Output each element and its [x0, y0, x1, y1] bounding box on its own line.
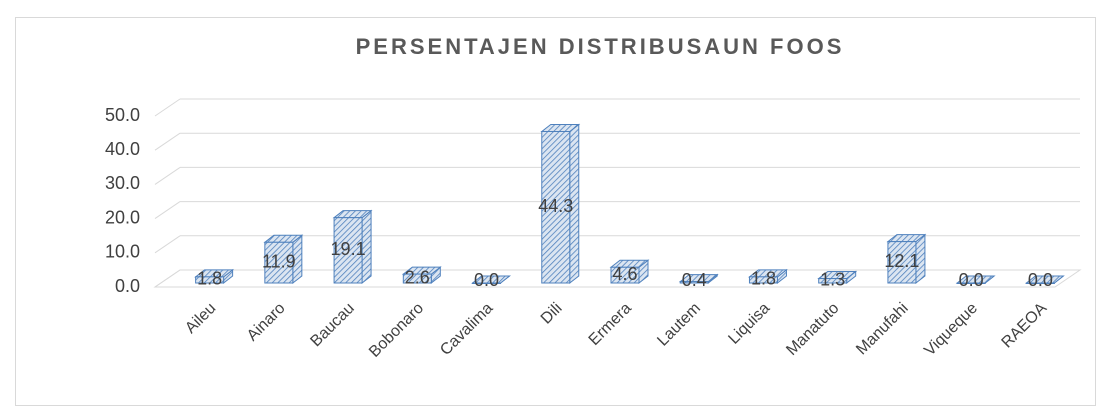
value-label: 1.3	[820, 270, 845, 290]
y-tick-label: 20.0	[105, 207, 140, 227]
value-label: 4.6	[612, 264, 637, 284]
bar	[887, 241, 917, 284]
y-tick-label: 30.0	[105, 173, 140, 193]
y-tick-label: 50.0	[105, 105, 140, 125]
value-label: 0.0	[474, 270, 499, 290]
value-label: 1.8	[751, 269, 776, 289]
grid-line-side	[154, 201, 181, 220]
value-label: 2.6	[405, 267, 430, 287]
bar	[333, 217, 363, 284]
bar	[264, 241, 294, 284]
bar	[748, 276, 778, 284]
value-label: 44.3	[538, 196, 573, 216]
value-label: 0.0	[959, 270, 984, 290]
grid-line-side	[154, 166, 181, 185]
value-label: 1.8	[197, 269, 222, 289]
grid-line-side	[154, 235, 181, 254]
bar	[472, 282, 502, 284]
y-tick-label: 10.0	[105, 242, 140, 262]
bar	[195, 276, 225, 284]
bar	[610, 266, 640, 284]
bar	[818, 278, 848, 284]
grid-line-side	[154, 98, 181, 117]
grid-line-side	[154, 269, 181, 288]
grid-line-side	[154, 132, 181, 151]
y-tick-label: 40.0	[105, 139, 140, 159]
value-label: 12.1	[884, 251, 919, 271]
y-tick-label: 0.0	[115, 276, 140, 296]
chart-title: PERSENTAJEN DISTRIBUSAUN FOOS	[356, 34, 845, 59]
bar	[679, 281, 709, 284]
bar	[956, 282, 986, 284]
value-label: 11.9	[262, 251, 296, 271]
bar	[402, 273, 432, 284]
value-label: 19.1	[331, 239, 366, 259]
bar	[541, 130, 571, 284]
bar	[1025, 282, 1055, 284]
value-label: 0.0	[1028, 270, 1053, 290]
value-label: 0.4	[682, 270, 707, 290]
